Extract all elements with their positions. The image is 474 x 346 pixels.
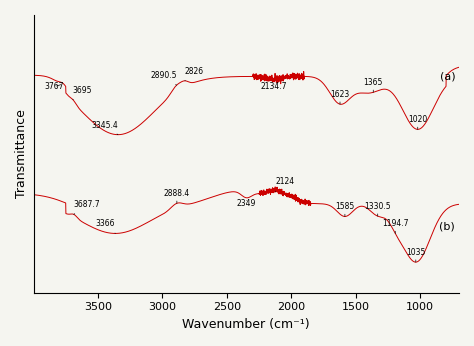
Text: 2349: 2349 [237, 199, 256, 208]
Text: (b): (b) [439, 222, 455, 232]
Text: 1330.5: 1330.5 [365, 202, 391, 216]
Text: 1020: 1020 [408, 115, 428, 129]
Text: 3366: 3366 [96, 219, 115, 234]
Text: 1365: 1365 [364, 78, 383, 92]
Text: 2826: 2826 [185, 67, 204, 81]
Text: 3687.7: 3687.7 [74, 200, 100, 215]
Text: 3767: 3767 [44, 82, 64, 91]
Text: 1194.7: 1194.7 [382, 219, 409, 234]
Text: 3345.4: 3345.4 [91, 121, 118, 135]
Text: 3695: 3695 [73, 85, 92, 100]
Text: (a): (a) [439, 71, 455, 81]
Text: 2124: 2124 [275, 177, 294, 191]
Text: 2888.4: 2888.4 [164, 189, 190, 203]
X-axis label: Wavenumber (cm⁻¹): Wavenumber (cm⁻¹) [182, 318, 310, 331]
Text: 2134.7: 2134.7 [261, 82, 287, 91]
Text: 1623: 1623 [330, 90, 350, 104]
Text: 2890.5: 2890.5 [150, 71, 177, 85]
Y-axis label: Transmittance: Transmittance [15, 109, 28, 198]
Text: 1035: 1035 [406, 248, 426, 262]
Text: 1585: 1585 [335, 202, 355, 217]
